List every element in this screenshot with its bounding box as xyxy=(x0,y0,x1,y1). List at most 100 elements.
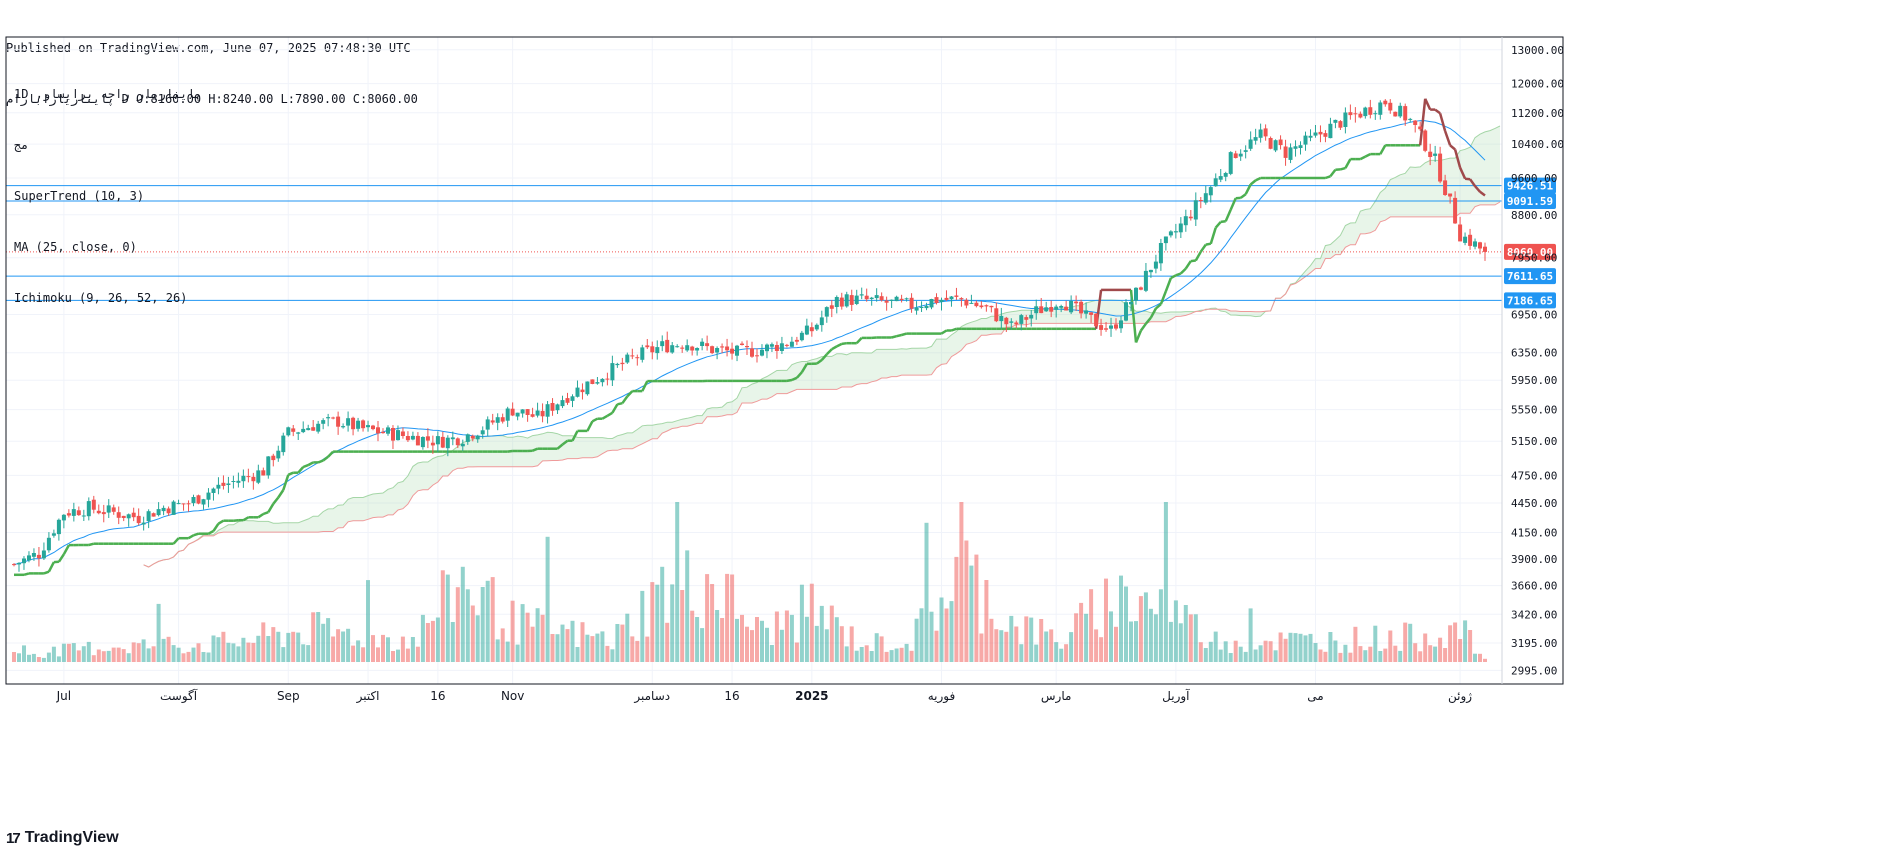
candle-body xyxy=(420,437,425,448)
volume-bar xyxy=(86,641,91,662)
volume-bar xyxy=(146,648,151,662)
volume-bar xyxy=(565,629,570,662)
tradingview-logo[interactable]: 17 TradingView xyxy=(6,829,119,847)
supertrend-segment xyxy=(207,529,215,535)
candle-body xyxy=(381,431,385,434)
candle-body xyxy=(520,409,525,414)
candle-body xyxy=(241,475,246,482)
supertrend-segment xyxy=(836,342,843,348)
x-tick-label: مارس xyxy=(1041,689,1072,704)
volume-bar xyxy=(361,647,366,662)
supertrend-segment xyxy=(257,512,264,519)
candle-body xyxy=(894,296,899,302)
volume-bar xyxy=(620,624,625,662)
volume-bar xyxy=(1228,653,1233,662)
candle-body xyxy=(296,432,301,434)
candle-body xyxy=(61,514,66,521)
volume-bar xyxy=(1468,630,1473,662)
ichimoku-label[interactable]: Ichimoku (9, 26, 52, 26) xyxy=(14,291,188,305)
supertrend-segment xyxy=(816,358,823,365)
candle-body xyxy=(400,431,405,436)
supertrend-segment xyxy=(282,474,290,491)
volume-bar xyxy=(391,651,395,662)
supertrend-segment xyxy=(1205,242,1212,246)
supertrend-segment xyxy=(940,329,948,335)
candle-body xyxy=(146,511,151,522)
candle-body xyxy=(266,456,271,476)
candle-body xyxy=(1418,126,1423,130)
volume-bar xyxy=(989,618,994,662)
horizontal-levels[interactable]: 9426.51 9091.59 7611.65 7186.65 8060.00 xyxy=(6,177,1556,309)
volume-bar xyxy=(281,647,286,662)
volume-bar xyxy=(101,651,106,662)
volume-bar xyxy=(455,587,460,662)
candle-body xyxy=(1148,269,1153,273)
candle-body xyxy=(495,417,500,423)
volume-bar xyxy=(91,655,96,662)
volume-bar xyxy=(400,636,405,662)
candle-body xyxy=(560,400,565,407)
volume-bar xyxy=(196,643,201,662)
candle-body xyxy=(735,345,739,356)
candle-body xyxy=(620,362,625,365)
candle-body xyxy=(1049,307,1054,312)
candle-body xyxy=(720,346,725,348)
candle-body xyxy=(869,297,874,299)
candle-body xyxy=(1458,224,1463,242)
candle-body xyxy=(969,302,974,304)
candle-body xyxy=(1114,324,1118,329)
candle-body xyxy=(1438,153,1443,182)
candle-body xyxy=(884,300,889,303)
volume-bar xyxy=(381,634,385,662)
volume-bar xyxy=(615,624,620,662)
candle-body xyxy=(201,499,206,505)
supertrend-segment xyxy=(1474,185,1481,193)
volume-bar xyxy=(505,641,510,662)
supertrend-segment xyxy=(1364,152,1371,158)
volume-bar xyxy=(874,633,879,662)
volume-bar xyxy=(1403,622,1408,662)
supertrend-segment xyxy=(272,496,280,505)
supertrend-segment xyxy=(831,345,838,351)
candle-body xyxy=(356,420,361,429)
volume-bar xyxy=(650,582,655,662)
candle-body xyxy=(1054,306,1059,310)
volume-bar xyxy=(730,574,735,662)
supertrend-segment xyxy=(586,420,594,432)
candle-body xyxy=(341,426,346,428)
last-price-label: 8060.00 xyxy=(1507,246,1553,259)
y-tick-label: 13000.00 xyxy=(1511,44,1564,57)
volume-bar xyxy=(386,637,390,662)
supertrend-segment xyxy=(1324,175,1331,180)
supertrend-label[interactable]: SuperTrend (10, 3) xyxy=(14,189,145,203)
volume-bar xyxy=(1124,586,1128,662)
volume-bar xyxy=(1253,649,1258,662)
volume-bar xyxy=(535,608,540,662)
volume-bar xyxy=(769,645,774,662)
supertrend-segment xyxy=(1344,158,1352,169)
volume-bar xyxy=(515,644,520,662)
volume-bar xyxy=(680,590,685,662)
volume-bar xyxy=(81,646,86,662)
y-tick-label: 3660.00 xyxy=(1511,580,1557,593)
candle-body xyxy=(186,503,191,505)
x-tick-label: اکتبر xyxy=(356,689,380,704)
volume-bar xyxy=(31,653,36,662)
candle-body xyxy=(515,412,520,417)
supertrend-segment xyxy=(193,532,199,537)
ma-label[interactable]: MA (25, close, 0) xyxy=(14,240,137,254)
level-label: 9426.51 xyxy=(1507,180,1554,193)
candle-body xyxy=(834,297,839,307)
candle-body xyxy=(1203,193,1208,203)
supertrend-segment xyxy=(820,353,828,361)
volume-bar xyxy=(1104,578,1108,662)
volume-bar xyxy=(510,600,515,662)
candle-body xyxy=(116,512,121,518)
volume-bar xyxy=(376,647,380,662)
volume-bar xyxy=(869,651,874,662)
candle-body xyxy=(939,299,944,302)
candle-body xyxy=(281,435,286,453)
candle-body xyxy=(286,427,291,436)
y-tick-label: 2995.00 xyxy=(1511,664,1557,677)
